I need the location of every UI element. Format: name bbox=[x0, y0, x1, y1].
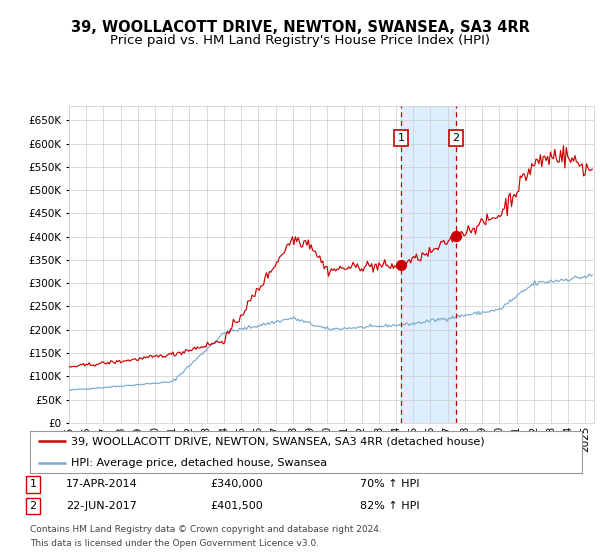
Text: 22-JUN-2017: 22-JUN-2017 bbox=[66, 501, 137, 511]
Text: Price paid vs. HM Land Registry's House Price Index (HPI): Price paid vs. HM Land Registry's House … bbox=[110, 34, 490, 46]
Text: 2: 2 bbox=[452, 133, 460, 143]
Point bbox=[396, 260, 406, 269]
Text: 2: 2 bbox=[29, 501, 37, 511]
Text: HPI: Average price, detached house, Swansea: HPI: Average price, detached house, Swan… bbox=[71, 458, 328, 468]
Text: Contains HM Land Registry data © Crown copyright and database right 2024.: Contains HM Land Registry data © Crown c… bbox=[30, 525, 382, 534]
Text: 82% ↑ HPI: 82% ↑ HPI bbox=[360, 501, 419, 511]
Text: 1: 1 bbox=[398, 133, 404, 143]
Text: 1: 1 bbox=[29, 479, 37, 489]
Bar bbox=[401, 106, 456, 423]
Text: 39, WOOLLACOTT DRIVE, NEWTON, SWANSEA, SA3 4RR: 39, WOOLLACOTT DRIVE, NEWTON, SWANSEA, S… bbox=[71, 20, 529, 35]
Point bbox=[451, 231, 461, 240]
Text: £401,500: £401,500 bbox=[210, 501, 263, 511]
Text: 70% ↑ HPI: 70% ↑ HPI bbox=[360, 479, 419, 489]
Text: £340,000: £340,000 bbox=[210, 479, 263, 489]
Text: 39, WOOLLACOTT DRIVE, NEWTON, SWANSEA, SA3 4RR (detached house): 39, WOOLLACOTT DRIVE, NEWTON, SWANSEA, S… bbox=[71, 436, 485, 446]
Text: 17-APR-2014: 17-APR-2014 bbox=[66, 479, 138, 489]
Text: This data is licensed under the Open Government Licence v3.0.: This data is licensed under the Open Gov… bbox=[30, 539, 319, 548]
